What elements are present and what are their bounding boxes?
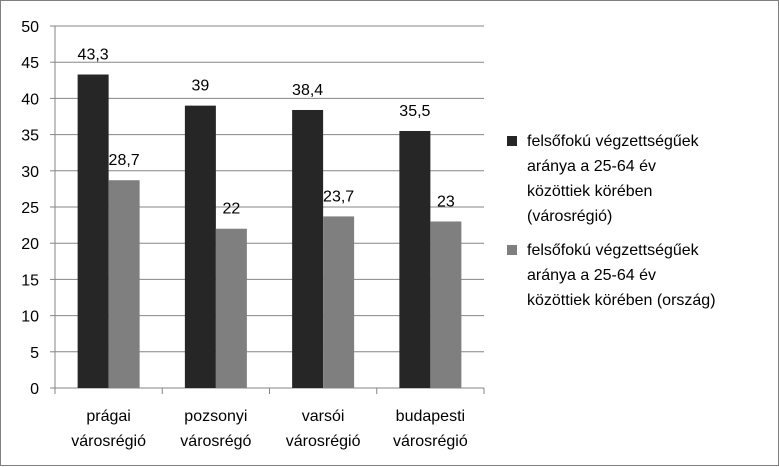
y-tick-label: 15 — [21, 272, 39, 289]
data-label: 43,3 — [78, 47, 109, 64]
y-tick-label: 35 — [21, 128, 39, 145]
legend-label: közöttiek körében — [527, 183, 652, 200]
category-label: városrégió — [286, 433, 361, 450]
category-label: városrégió — [393, 433, 468, 450]
legend-swatch — [507, 136, 517, 146]
category-label: pozsonyi — [184, 408, 247, 425]
bar — [215, 228, 247, 388]
data-label: 39 — [191, 78, 209, 95]
bar — [399, 130, 431, 389]
data-label: 35,5 — [399, 103, 430, 120]
y-tick-label: 40 — [21, 91, 39, 108]
bar — [430, 221, 462, 388]
y-tick-label: 30 — [21, 164, 39, 181]
legend-label: felsőfokú végzettségűek — [527, 133, 700, 150]
bar — [184, 105, 216, 388]
category-label: prágai — [86, 408, 130, 425]
category-label: budapesti — [396, 408, 465, 425]
data-label: 22 — [222, 201, 240, 218]
data-label: 28,7 — [109, 152, 140, 169]
legend-label: aránya a 25-64 év — [527, 158, 656, 175]
data-label: 23,7 — [323, 188, 354, 205]
bar — [77, 74, 109, 389]
y-tick-label: 20 — [21, 236, 39, 253]
y-tick-label: 0 — [30, 381, 39, 398]
bar — [108, 180, 140, 388]
y-tick-label: 50 — [21, 19, 39, 36]
y-tick-label: 5 — [30, 345, 39, 362]
bar — [292, 109, 324, 388]
category-label: varsói — [302, 408, 345, 425]
legend-label: felsőfokú végzettségűek — [527, 242, 700, 259]
legend-label: közöttiek körében (ország) — [527, 292, 716, 309]
category-label: városrégió — [71, 433, 146, 450]
data-label: 38,4 — [292, 82, 323, 99]
y-tick-label: 10 — [21, 309, 39, 326]
category-label: városrégó — [180, 433, 251, 450]
y-tick-label: 45 — [21, 55, 39, 72]
legend-swatch — [507, 245, 517, 255]
legend-label: (városrégió) — [527, 208, 612, 225]
legend-label: aránya a 25-64 év — [527, 267, 656, 284]
y-tick-label: 25 — [21, 200, 39, 217]
bar — [323, 216, 355, 388]
data-label: 23 — [437, 193, 455, 210]
